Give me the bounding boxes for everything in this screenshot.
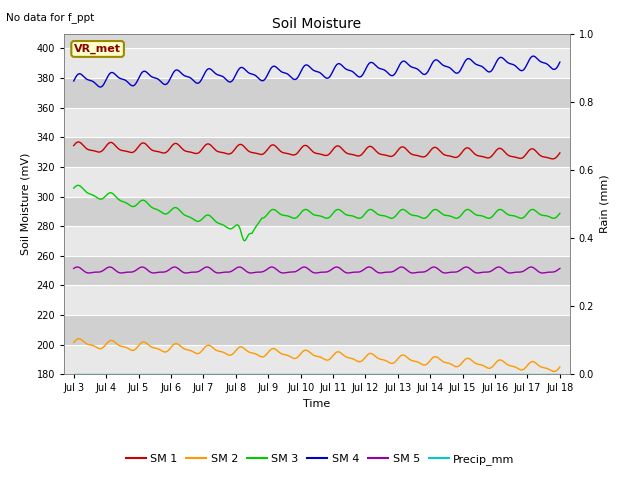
Bar	[64, 226, 570, 256]
Text: VR_met: VR_met	[74, 44, 121, 54]
Y-axis label: Rain (mm): Rain (mm)	[600, 175, 609, 233]
Bar	[64, 286, 570, 315]
Bar	[64, 108, 570, 137]
Bar	[64, 256, 570, 286]
Bar	[64, 167, 570, 197]
Bar	[64, 78, 570, 108]
Legend: SM 1, SM 2, SM 3, SM 4, SM 5, Precip_mm: SM 1, SM 2, SM 3, SM 4, SM 5, Precip_mm	[121, 450, 519, 469]
Y-axis label: Soil Moisture (mV): Soil Moisture (mV)	[20, 153, 31, 255]
X-axis label: Time: Time	[303, 399, 330, 409]
Bar	[64, 315, 570, 345]
Bar	[64, 137, 570, 167]
Bar	[64, 48, 570, 78]
Bar	[64, 197, 570, 226]
Text: No data for f_ppt: No data for f_ppt	[6, 12, 95, 23]
Title: Soil Moisture: Soil Moisture	[272, 17, 362, 31]
Bar	[64, 345, 570, 374]
